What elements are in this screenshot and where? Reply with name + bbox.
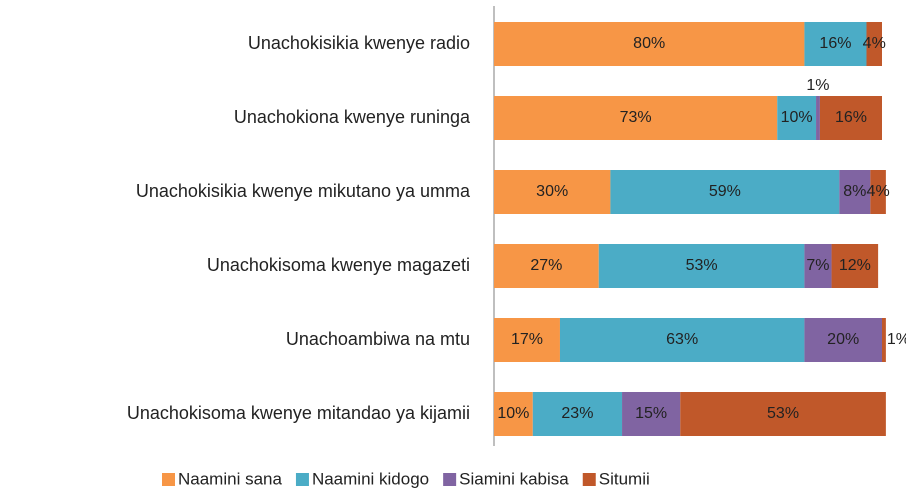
bar-segment <box>866 22 882 66</box>
bar-segment <box>532 392 623 436</box>
value-label: 53% <box>686 257 718 274</box>
legend-label: Situmii <box>599 469 650 488</box>
bar-segment <box>494 170 611 214</box>
category-label: Unachokisikia kwenye mikutano ya umma <box>136 181 471 201</box>
value-label: 27% <box>530 257 562 274</box>
bar-segment <box>559 318 805 362</box>
legend-swatch <box>582 473 596 486</box>
category-label: Unachokisikia kwenye radio <box>248 33 470 53</box>
value-label: 7% <box>806 257 829 274</box>
bar-segment <box>777 96 817 140</box>
legend-swatch <box>443 473 457 486</box>
legend-swatch <box>295 473 309 486</box>
bar-segment <box>494 244 599 288</box>
value-label: 59% <box>709 183 741 200</box>
value-label: 53% <box>767 405 799 422</box>
value-label: 80% <box>633 35 665 52</box>
category-label: Unachokiona kwenye runinga <box>234 107 471 127</box>
value-label: 12% <box>839 257 871 274</box>
value-label: 63% <box>666 331 698 348</box>
bar-segment <box>680 392 886 436</box>
category-label: Unachokisoma kwenye magazeti <box>207 255 470 275</box>
value-label: 17% <box>511 331 543 348</box>
bar-segment <box>882 318 886 362</box>
bar-segment <box>598 244 805 288</box>
value-label: 73% <box>620 109 652 126</box>
bar-segment <box>804 22 867 66</box>
value-label: 23% <box>561 405 593 422</box>
bar-segment <box>494 392 533 436</box>
bar-segment <box>610 170 840 214</box>
bar-segment <box>819 96 882 140</box>
bar-segment <box>494 22 805 66</box>
value-label: 16% <box>835 109 867 126</box>
value-label: 20% <box>827 331 859 348</box>
bar-segment <box>816 96 820 140</box>
bar-segment <box>870 170 886 214</box>
value-label: 10% <box>497 405 529 422</box>
legend-label: Naamini kidogo <box>312 469 429 488</box>
legend-label: Siamini kabisa <box>459 469 569 488</box>
category-label: Unachoambiwa na mtu <box>286 329 470 349</box>
bar-segment <box>804 244 832 288</box>
category-label: Unachokisoma kwenye mitandao ya kijamii <box>127 403 470 423</box>
value-label: 4% <box>863 35 886 52</box>
value-label: 1% <box>887 331 906 348</box>
legend-label: Naamini sana <box>178 469 282 488</box>
value-label: 30% <box>536 183 568 200</box>
value-label: 8% <box>843 183 866 200</box>
bar-segment <box>831 244 879 288</box>
bar-segment <box>494 96 778 140</box>
bar-segment <box>804 318 882 362</box>
value-label: 15% <box>635 405 667 422</box>
bar-segment <box>494 318 560 362</box>
bar-segment <box>622 392 681 436</box>
value-label: 10% <box>781 109 813 126</box>
bar-segment <box>839 170 871 214</box>
legend-swatch <box>162 473 175 486</box>
value-label: 1% <box>806 77 829 94</box>
value-label: 4% <box>867 183 890 200</box>
value-label: 16% <box>819 35 851 52</box>
